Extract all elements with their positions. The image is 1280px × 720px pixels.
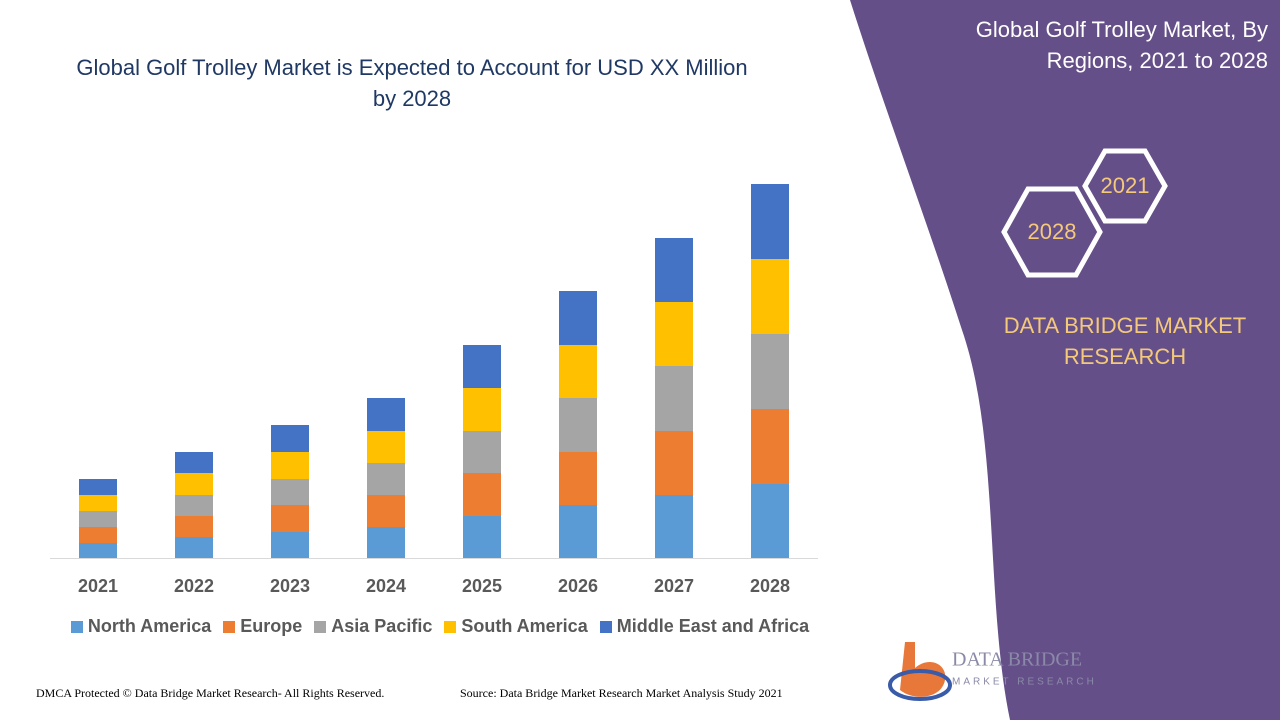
legend-item: Europe bbox=[223, 616, 302, 637]
bar-segment bbox=[79, 479, 117, 495]
bar-segment bbox=[175, 537, 213, 558]
bar-segment bbox=[367, 398, 405, 431]
legend-item: Asia Pacific bbox=[314, 616, 432, 637]
x-tick-label: 2027 bbox=[654, 576, 694, 596]
bar-segment bbox=[271, 425, 309, 452]
bar-segment bbox=[655, 302, 693, 366]
bar-segment bbox=[271, 452, 309, 479]
bar-segment bbox=[79, 543, 117, 558]
bar-segment bbox=[175, 452, 213, 473]
brand: DATA BRIDGE MARKET RESEARCH bbox=[1003, 313, 1247, 369]
year-end: 2028 bbox=[1028, 219, 1077, 244]
legend-item: North America bbox=[70, 616, 212, 637]
bar-segment bbox=[367, 463, 405, 495]
bar-segment bbox=[751, 184, 789, 259]
bar-segment bbox=[751, 409, 789, 484]
bar-segment bbox=[367, 495, 405, 527]
bar-segment bbox=[655, 238, 693, 302]
bar-segment bbox=[751, 334, 789, 409]
legend-label: Europe bbox=[240, 616, 303, 636]
side-title: Global Golf Trolley Market, By Regions, … bbox=[975, 17, 1268, 73]
bar-segment bbox=[463, 431, 501, 473]
bar-segment bbox=[79, 495, 117, 511]
bar-segment bbox=[271, 479, 309, 505]
x-tick-label: 2022 bbox=[174, 576, 214, 596]
x-tick-label: 2024 bbox=[366, 576, 406, 596]
logo-tagline: MARKET RESEARCH bbox=[952, 677, 1097, 688]
bar-segment bbox=[751, 484, 789, 558]
bar-segment bbox=[175, 516, 213, 537]
bar-segment bbox=[751, 259, 789, 334]
x-tick-label: 2021 bbox=[78, 576, 118, 596]
legend-label: South America bbox=[461, 616, 588, 636]
bar-segment bbox=[655, 495, 693, 558]
legend: North America Europe Asia Pacific South Ame… bbox=[50, 616, 830, 637]
bar-segment bbox=[175, 495, 213, 516]
legend-label: North America bbox=[87, 616, 212, 636]
bar-segment bbox=[559, 505, 597, 558]
legend-item: Middle East and Africa bbox=[599, 616, 810, 637]
side-panel bbox=[850, 0, 1280, 720]
chart-title: Global Golf Trolley Market is Expected t… bbox=[76, 55, 748, 111]
logo-ring bbox=[888, 669, 952, 701]
hexagon bbox=[1082, 148, 1168, 224]
x-tick-label: 2026 bbox=[558, 576, 598, 596]
logo-name: DATA BRIDGE bbox=[952, 649, 1082, 671]
bar-segment bbox=[559, 345, 597, 398]
bar-segment bbox=[463, 516, 501, 558]
legend-label: Asia Pacific bbox=[331, 616, 433, 636]
legend-swatch bbox=[223, 620, 236, 633]
bar-segment bbox=[79, 527, 117, 543]
bar-segment bbox=[655, 366, 693, 431]
bar-segment bbox=[463, 473, 501, 516]
legend-label: Middle East and Africa bbox=[616, 616, 810, 636]
chart: 2021 2022 2023 2024 2025 2026 2027 2028 bbox=[50, 184, 818, 596]
bar-segment bbox=[271, 505, 309, 532]
year-start: 2021 bbox=[1101, 173, 1150, 198]
bar-segment bbox=[367, 431, 405, 463]
bar-segment bbox=[559, 398, 597, 452]
bar-segment bbox=[79, 511, 117, 527]
bar-segment bbox=[463, 345, 501, 388]
bar-segment bbox=[559, 452, 597, 505]
x-tick-label: 2025 bbox=[462, 576, 502, 596]
legend-swatch bbox=[314, 620, 327, 633]
legend-swatch bbox=[70, 620, 83, 633]
legend-swatch bbox=[444, 620, 457, 633]
legend-item: South America bbox=[444, 616, 588, 637]
bar-segment bbox=[367, 527, 405, 558]
hexagon bbox=[1001, 186, 1103, 278]
bar-segment bbox=[463, 388, 501, 431]
bar-segment bbox=[559, 291, 597, 345]
x-tick-label: 2023 bbox=[270, 576, 310, 596]
legend-swatch bbox=[599, 620, 612, 633]
bar-segment bbox=[655, 431, 693, 495]
bar-segment bbox=[175, 473, 213, 495]
x-tick-label: 2028 bbox=[750, 576, 790, 596]
copyright: DMCA Protected © Data Bridge Market Rese… bbox=[36, 686, 385, 700]
bar-segment bbox=[271, 532, 309, 558]
source: Source: Data Bridge Market Research Mark… bbox=[460, 686, 783, 700]
